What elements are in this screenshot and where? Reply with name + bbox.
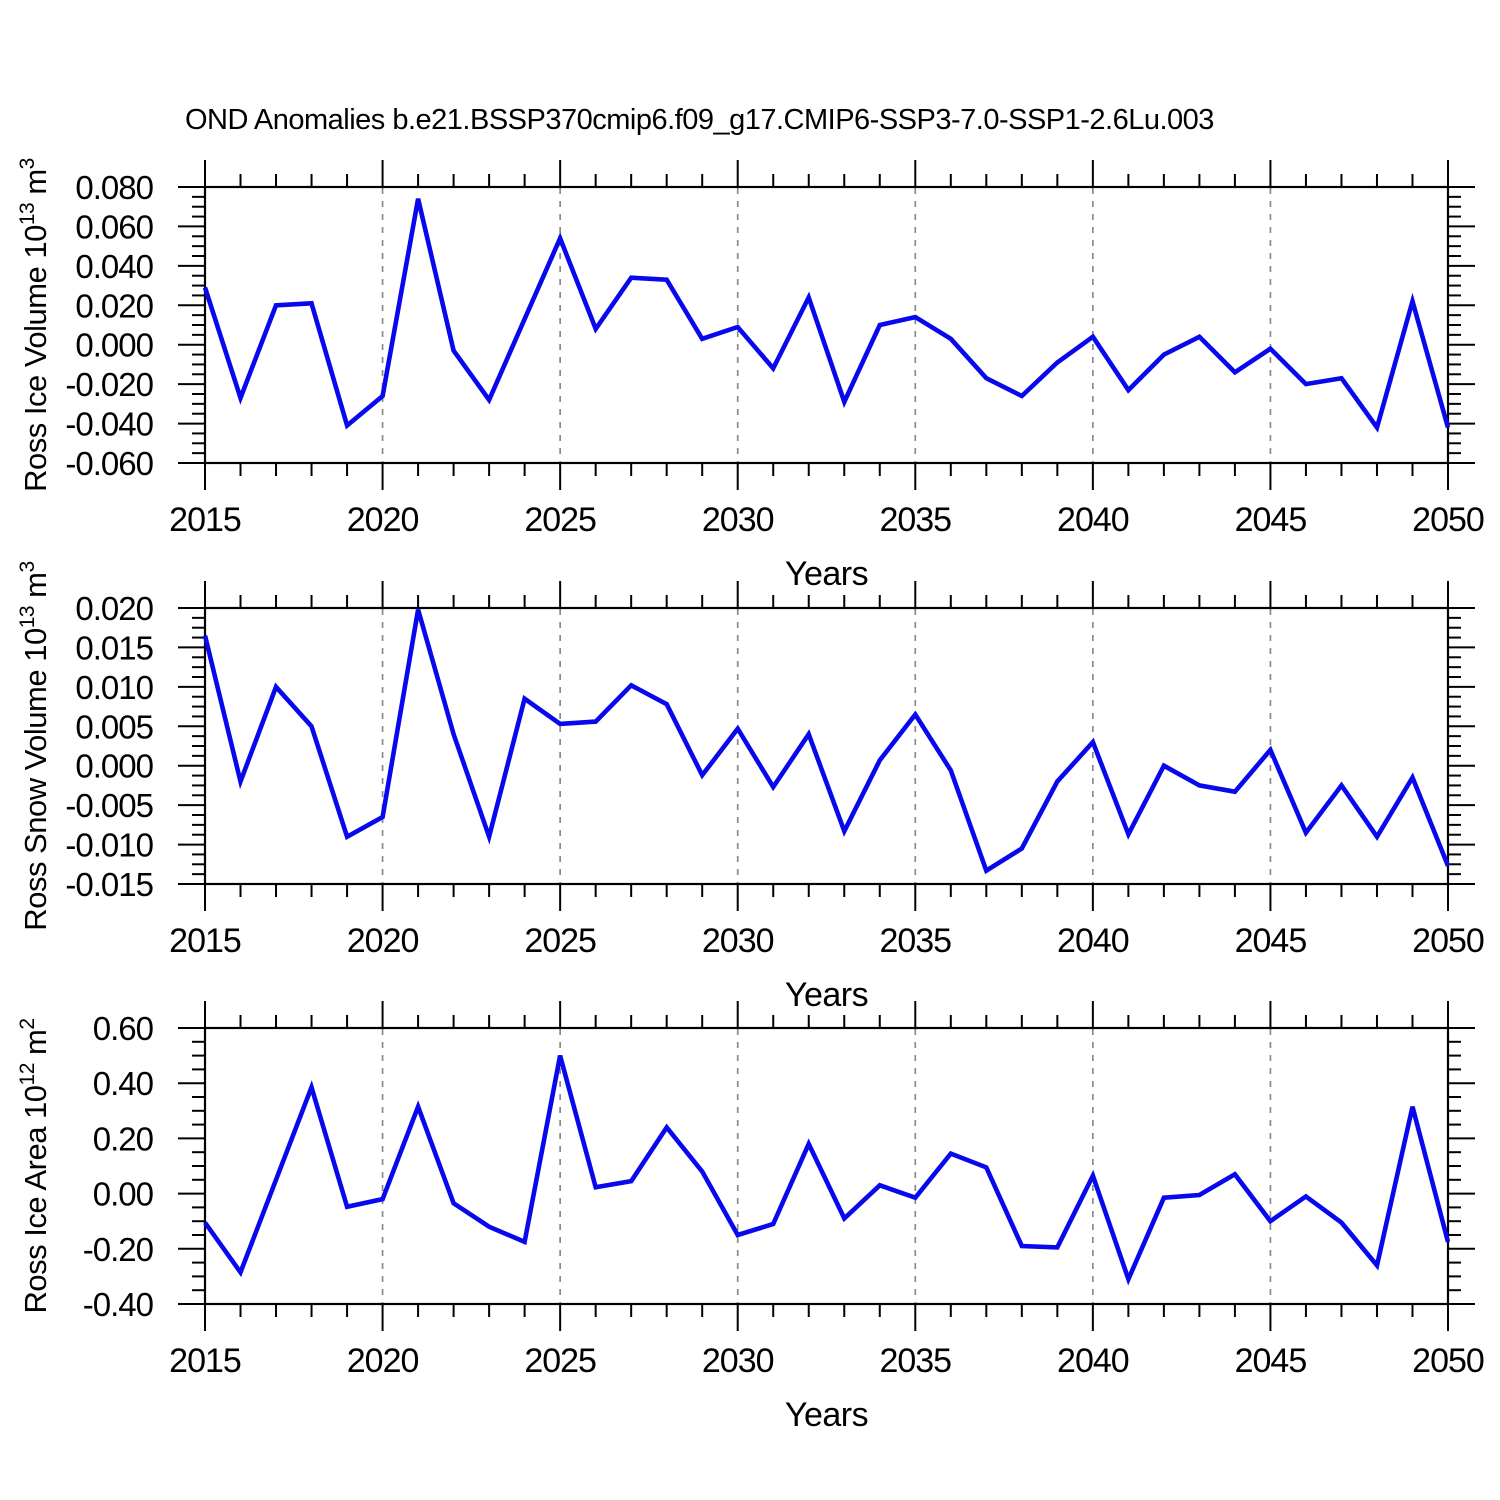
x-tick-label: 2020 <box>347 501 419 539</box>
x-tick-label: 2015 <box>169 501 241 539</box>
x-axis-title: Years <box>785 976 868 1014</box>
y-tick-label: 0.000 <box>75 327 153 364</box>
y-tick-label: -0.040 <box>65 406 153 443</box>
x-tick-label: 2020 <box>347 922 419 960</box>
y-tick-label: 0.005 <box>75 708 153 745</box>
y-tick-label: -0.005 <box>65 787 153 824</box>
x-tick-label: 2045 <box>1235 501 1307 539</box>
series-line-ross-snow-volume <box>202 608 1451 875</box>
x-tick-label: 2050 <box>1412 501 1484 539</box>
panel-ross-ice-volume: 2015 2020 2025 2030 2035 2040 2045 2050-0.060-0… <box>16 158 1485 593</box>
panel-ross-snow-volume: 2015 2020 2025 2030 2035 2040 2045 2050-0.015-0… <box>16 561 1485 1014</box>
x-axis-title: Years <box>785 555 868 593</box>
x-tick-label: 2025 <box>524 922 596 960</box>
y-tick-label: 0.010 <box>75 669 153 706</box>
x-tick-label: 2025 <box>524 1342 596 1380</box>
series-line-ross-ice-area <box>203 1054 1451 1286</box>
x-tick-label: 2030 <box>702 922 774 960</box>
y-tick-label: 0.040 <box>75 248 153 285</box>
y-tick-label: 0.015 <box>75 629 153 666</box>
y-tick-label: 0.020 <box>75 287 153 324</box>
y-tick-label: 0.060 <box>75 208 153 245</box>
x-tick-label: 2035 <box>879 1342 951 1380</box>
plot-frame <box>203 1026 1450 1306</box>
x-tick-label: 2015 <box>169 1342 241 1380</box>
y-tick-label: -0.015 <box>65 866 153 903</box>
y-axis-title: Ross Snow Volume 1013 m3 <box>16 561 53 930</box>
y-tick-label: 0.080 <box>75 169 153 206</box>
x-tick-label: 2045 <box>1235 922 1307 960</box>
x-tick-label: 2030 <box>702 501 774 539</box>
series-line-ross-ice-volume <box>202 198 1451 433</box>
y-axis-title: Ross Ice Volume 1013 m3 <box>16 158 53 492</box>
figure-title: OND Anomalies b.e21.BSSP370cmip6.f09_g17… <box>185 104 1214 136</box>
y-tick-label: -0.020 <box>65 366 153 403</box>
x-tick-label: 2035 <box>879 922 951 960</box>
y-tick-label: 0.020 <box>75 590 153 627</box>
x-tick-label: 2050 <box>1412 922 1484 960</box>
y-tick-label: -0.060 <box>65 445 153 482</box>
y-tick-label: 0.000 <box>75 748 153 785</box>
x-tick-label: 2045 <box>1235 1342 1307 1380</box>
y-tick-label: 0.60 <box>93 1010 154 1047</box>
x-tick-label: 2050 <box>1412 1342 1484 1380</box>
x-tick-label: 2040 <box>1057 1342 1129 1380</box>
plot-frame <box>203 185 1450 465</box>
y-tick-label: -0.010 <box>65 827 153 864</box>
y-tick-label: 0.20 <box>93 1120 154 1157</box>
x-tick-label: 2015 <box>169 922 241 960</box>
plot-frame <box>203 606 1450 886</box>
x-tick-label: 2040 <box>1057 922 1129 960</box>
y-tick-label: 0.40 <box>93 1065 154 1102</box>
panel-ross-ice-area: 2015 2020 2025 2030 2035 2040 2045 2050 -0.40 -0.… <box>16 1001 1485 1434</box>
x-tick-label: 2035 <box>879 501 951 539</box>
y-axis-title: Ross Ice Area 1012 m2 <box>16 1018 53 1313</box>
y-tick-label: -0.40 <box>83 1286 154 1323</box>
y-tick-label: -0.20 <box>83 1231 154 1268</box>
x-tick-label: 2020 <box>347 1342 419 1380</box>
x-tick-label: 2040 <box>1057 501 1129 539</box>
x-tick-label: 2030 <box>702 1342 774 1380</box>
x-tick-label: 2025 <box>524 501 596 539</box>
x-axis-title: Years <box>785 1396 868 1434</box>
y-tick-label: 0.00 <box>93 1176 154 1213</box>
